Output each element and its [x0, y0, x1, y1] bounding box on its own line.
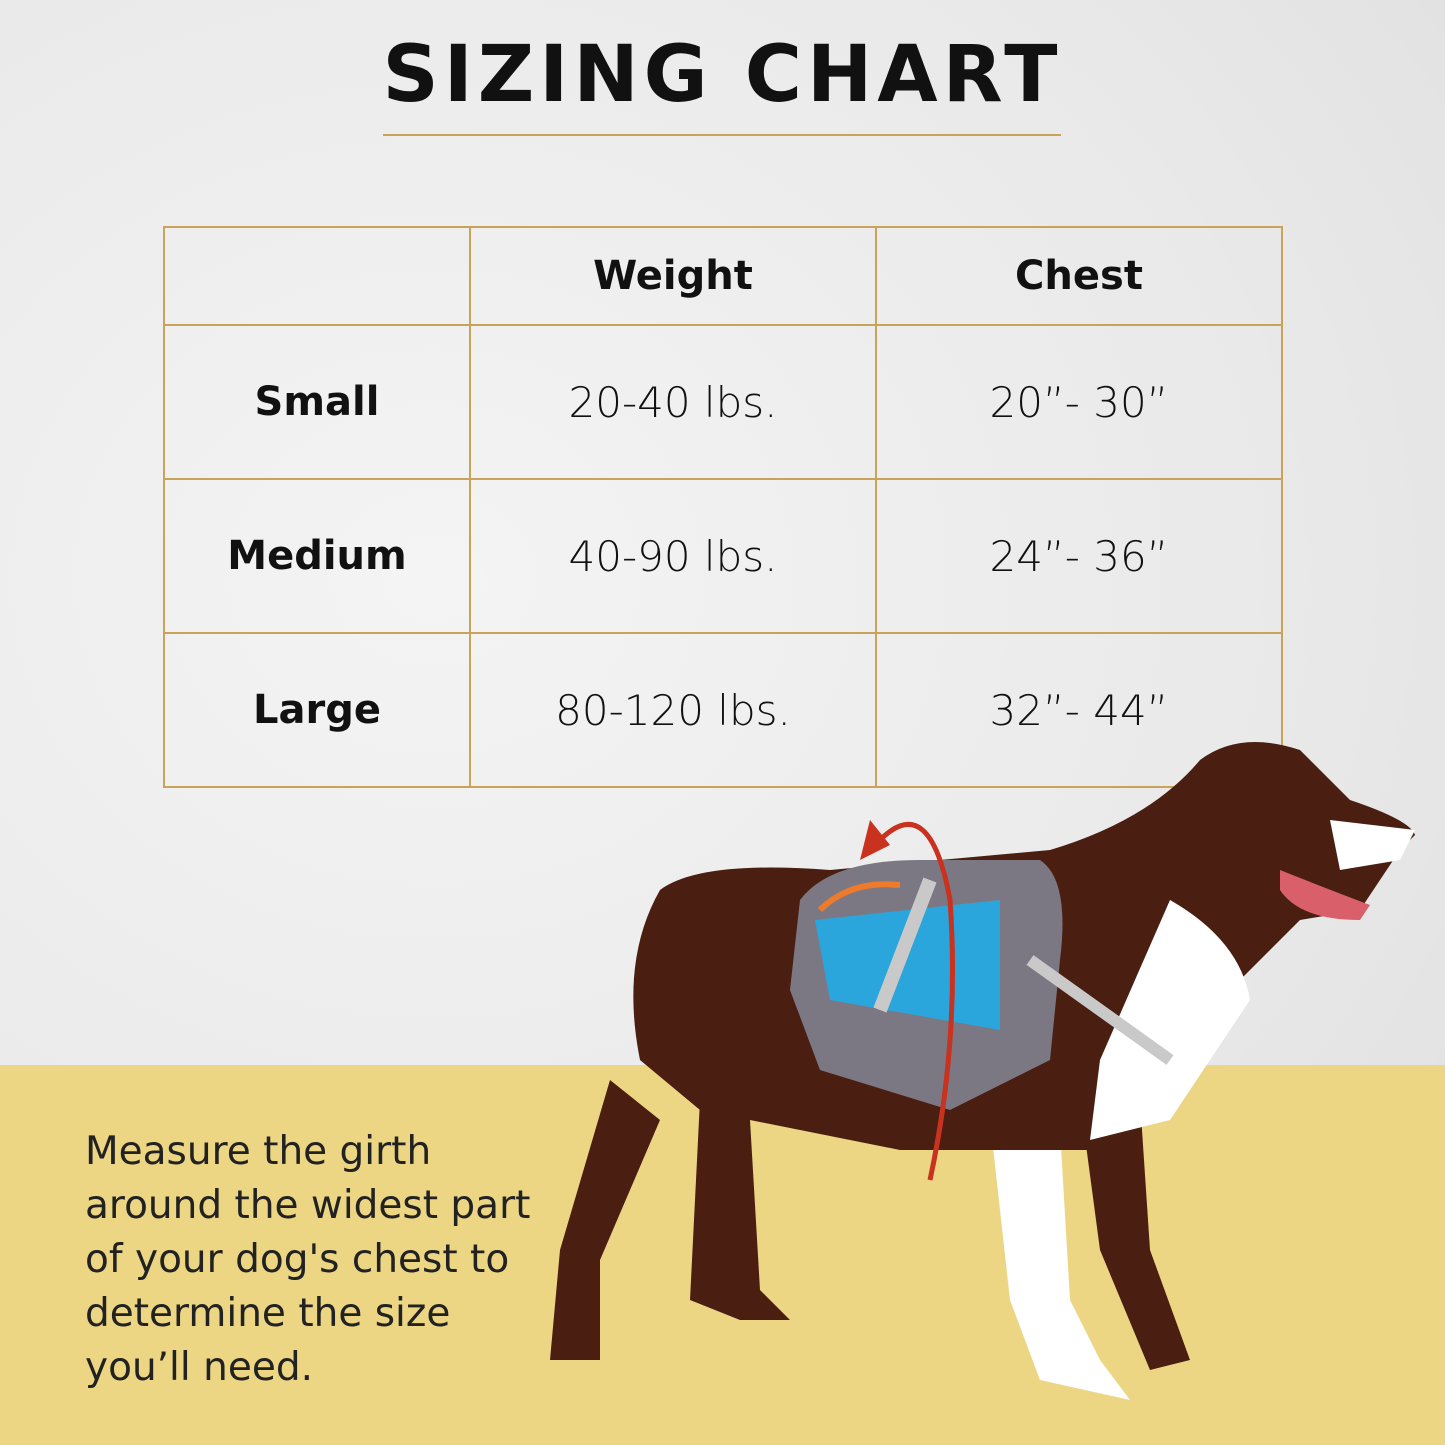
- header-chest: Chest: [875, 226, 1283, 326]
- header-weight: Weight: [469, 226, 877, 326]
- table-row: Small 20-40 lbs. 20”- 30”: [163, 324, 1283, 480]
- girth-arrow: [860, 820, 955, 1181]
- arrow-head-icon: [860, 820, 890, 860]
- weight-value: 80-120 lbs.: [469, 632, 877, 788]
- size-label: Large: [163, 632, 471, 788]
- weight-value: 20-40 lbs.: [469, 324, 877, 480]
- size-label: Medium: [163, 478, 471, 634]
- chest-value: 24”- 36”: [875, 478, 1283, 634]
- sizing-table: Weight Chest Small 20-40 lbs. 20”- 30” M…: [163, 226, 1283, 788]
- weight-value: 40-90 lbs.: [469, 478, 877, 634]
- measurement-note: Measure the girth around the widest part…: [85, 1129, 531, 1390]
- table-row: Medium 40-90 lbs. 24”- 36”: [163, 478, 1283, 634]
- title-divider: [383, 134, 1061, 136]
- header-empty: [163, 226, 471, 326]
- table-header-row: Weight Chest: [163, 226, 1283, 326]
- size-label: Small: [163, 324, 471, 480]
- page-title: SIZING CHART: [382, 30, 1063, 120]
- chest-value: 20”- 30”: [875, 324, 1283, 480]
